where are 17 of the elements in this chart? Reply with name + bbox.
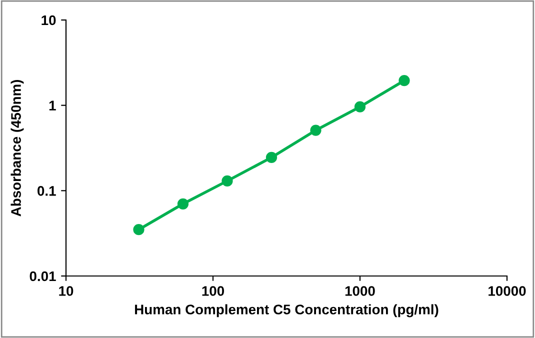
y-tick-label: 0.01 <box>30 271 56 282</box>
x-tick-label: 1000 <box>345 286 375 296</box>
point <box>398 75 410 86</box>
x-tick-label: 10000 <box>488 286 526 296</box>
y-tick-label: 1 <box>49 100 56 110</box>
x-axis-title: Human Complement C5 Concentration (pg/ml) <box>135 304 438 318</box>
y-axis-title: Absorbance (450nm) <box>10 80 24 216</box>
point <box>177 198 189 210</box>
point <box>266 152 278 164</box>
x-tick-label: 100 <box>202 286 224 296</box>
point <box>310 124 322 136</box>
point <box>222 175 233 186</box>
y-tick-label: 10 <box>42 15 56 26</box>
x-tick-label: 10 <box>59 286 74 296</box>
y-tick-label: 0.1 <box>38 186 56 196</box>
point <box>354 101 366 112</box>
point <box>133 224 144 236</box>
